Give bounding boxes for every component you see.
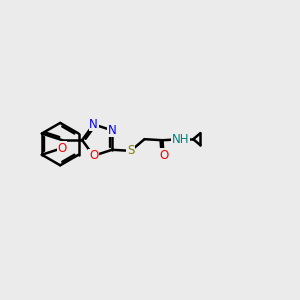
Text: O: O	[89, 149, 98, 162]
Text: N: N	[108, 124, 116, 137]
Text: S: S	[127, 144, 134, 157]
Text: N: N	[89, 118, 98, 131]
Text: NH: NH	[172, 133, 189, 146]
Text: O: O	[57, 142, 67, 155]
Text: O: O	[159, 149, 168, 162]
